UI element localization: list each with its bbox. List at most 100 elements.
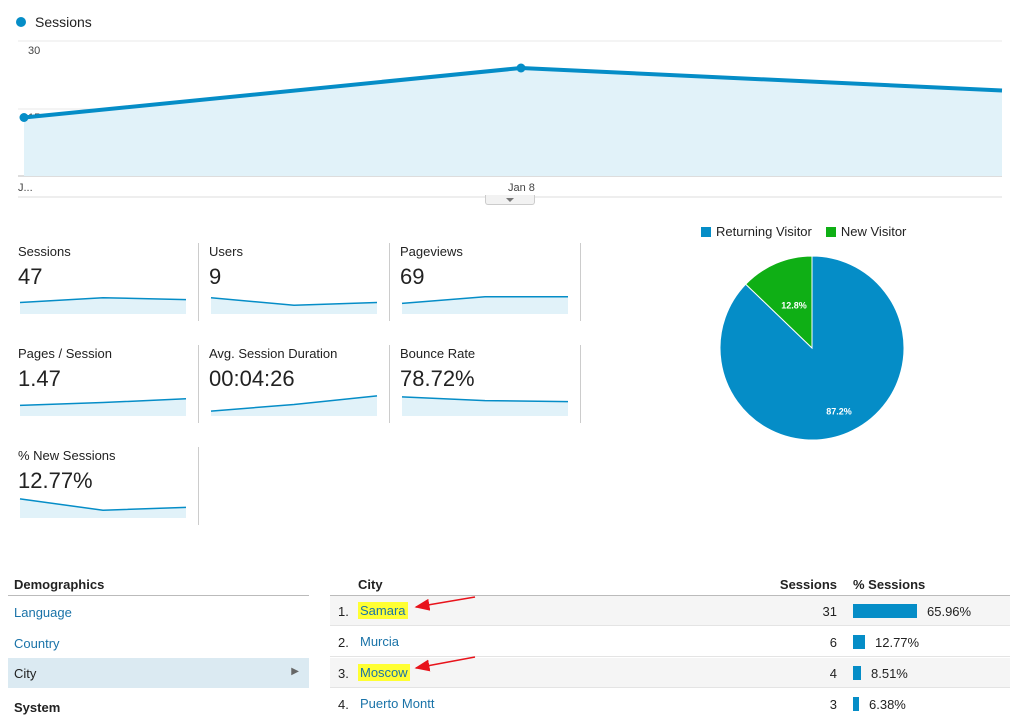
metric-value: 69: [400, 264, 425, 289]
metric-value: 12.77%: [18, 468, 93, 493]
metric-value: 00:04:26: [209, 366, 295, 391]
city-link[interactable]: Moscow: [358, 664, 410, 681]
sparkline-line: [19, 498, 187, 512]
system-header: System: [14, 700, 61, 715]
metric-divider: [198, 345, 199, 423]
metric-divider: [389, 345, 390, 423]
table-row: 1. Samara 31 65.96%: [330, 596, 1010, 626]
sessions-line-chart: 30 15 J... Jan 8: [18, 40, 1003, 198]
sessions-legend-dot: [16, 17, 26, 27]
demographics-item-country[interactable]: Country: [8, 628, 309, 658]
pct-bar: [853, 666, 861, 680]
sparkline-line: [401, 396, 569, 403]
row-sessions: 6: [829, 635, 837, 650]
column-header-city[interactable]: City: [358, 577, 383, 592]
sparkline: [401, 396, 569, 416]
metric-label: Pages / Session: [18, 346, 112, 361]
metric-avg-session-duration[interactable]: Avg. Session Duration 00:04:26: [209, 346, 389, 426]
sparkline-area: [20, 398, 186, 416]
sparkline-line: [401, 296, 568, 305]
table-row: 4. Puerto Montt 3 6.38%: [330, 689, 1010, 715]
caret-down-icon: [506, 197, 514, 202]
demographics-item-language[interactable]: Language: [8, 597, 309, 627]
row-index: 4.: [338, 697, 349, 712]
row-index: 1.: [338, 604, 349, 619]
pct-bar: [853, 604, 917, 618]
demographics-item-label: Language: [14, 605, 72, 620]
sparkline-area: [402, 396, 568, 416]
metric-label: Bounce Rate: [400, 346, 476, 361]
row-pct: 6.38%: [869, 697, 906, 712]
pie-legend: Returning Visitor New Visitor: [701, 224, 906, 239]
row-sessions: 3: [829, 697, 837, 712]
pct-bar: [853, 635, 865, 649]
row-pct: 8.51%: [871, 666, 908, 681]
metric-pages-per-session[interactable]: Pages / Session 1.47: [18, 346, 198, 426]
y-tick-30: 30: [28, 45, 40, 57]
sparkline-area: [20, 297, 186, 314]
data-point-jan8[interactable]: [516, 63, 526, 73]
row-sessions: 4: [829, 666, 837, 681]
new-visitor-swatch: [825, 226, 836, 237]
pie-slice[interactable]: [745, 255, 813, 350]
legend-new-visitor[interactable]: New Visitor: [825, 224, 907, 239]
metric-users[interactable]: Users 9: [209, 244, 389, 324]
visitor-type-pie-chart: 87.2% 12.8%: [719, 255, 905, 441]
sparkline: [19, 398, 187, 416]
metric-bounce-rate[interactable]: Bounce Rate 78.72%: [400, 346, 580, 426]
metric-value: 9: [209, 264, 222, 289]
metric-label: Sessions: [18, 244, 71, 259]
city-link[interactable]: Samara: [358, 602, 408, 619]
column-header-pct-sessions[interactable]: % Sessions: [853, 577, 926, 592]
table-row: 3. Moscow 4 8.51%: [330, 658, 1010, 688]
sessions-legend-label: Sessions: [35, 14, 92, 30]
sparkline-line: [210, 296, 378, 307]
sparkline: [210, 395, 378, 416]
city-link[interactable]: Puerto Montt: [360, 696, 435, 711]
metric-divider: [198, 447, 199, 525]
metric-sessions[interactable]: Sessions 47: [18, 244, 198, 324]
metric-divider: [580, 345, 581, 423]
chart-collapse-toggle[interactable]: [485, 195, 535, 205]
metric-value: 47: [18, 264, 43, 289]
metric-pageviews[interactable]: Pageviews 69: [400, 244, 580, 324]
legend-label: New Visitor: [840, 224, 907, 239]
column-header-sessions[interactable]: Sessions: [779, 577, 837, 592]
row-index: 3.: [338, 666, 349, 681]
metric-label: Users: [209, 244, 243, 259]
pct-bar: [853, 697, 859, 711]
sparkline-line: [19, 398, 187, 407]
row-sessions: 31: [822, 604, 837, 619]
metric-label: Pageviews: [400, 244, 463, 259]
metric-divider: [198, 243, 199, 321]
demographics-item-label: Country: [14, 636, 60, 651]
sparkline-area: [20, 498, 186, 518]
sparkline-line: [19, 296, 187, 304]
sparkline: [210, 296, 378, 314]
metric-divider: [580, 243, 581, 321]
row-pct: 65.96%: [927, 604, 972, 619]
legend-returning-visitor[interactable]: Returning Visitor: [701, 224, 812, 239]
legend-label: Returning Visitor: [716, 224, 812, 239]
sparkline-area: [402, 296, 568, 314]
metric-new-sessions[interactable]: % New Sessions 12.77%: [18, 448, 198, 528]
data-point-start[interactable]: [19, 113, 29, 122]
metric-label: % New Sessions: [18, 448, 116, 463]
row-index: 2.: [338, 635, 349, 650]
x-label-start: J...: [18, 182, 33, 194]
demographics-item-label: City: [14, 666, 37, 681]
pie-slice-label: 87.2%: [826, 406, 852, 416]
metric-label: Avg. Session Duration: [209, 346, 338, 361]
sparkline-line: [210, 395, 378, 412]
x-label-jan8: Jan 8: [508, 182, 535, 194]
metric-value: 1.47: [18, 366, 61, 391]
line-chart-legend: Sessions: [16, 14, 92, 30]
row-pct: 12.77%: [875, 635, 920, 650]
chevron-right-icon: ▶: [291, 666, 299, 677]
demographics-item-city[interactable]: City ▶: [8, 658, 309, 688]
city-link[interactable]: Murcia: [360, 634, 400, 649]
metric-value: 78.72%: [400, 366, 475, 391]
pie-slice-label: 12.8%: [781, 301, 807, 311]
sparkline: [19, 296, 187, 314]
